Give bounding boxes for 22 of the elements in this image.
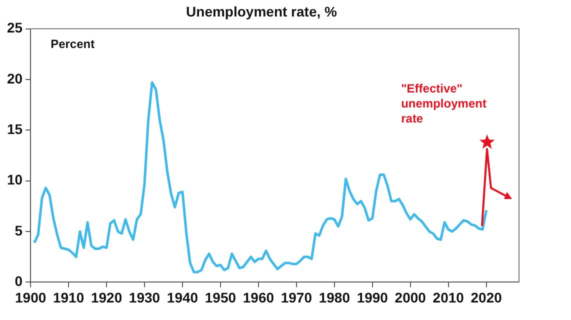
y-tick-label: 0 xyxy=(14,273,23,290)
y-tick-label: 10 xyxy=(6,172,23,188)
x-tick-label: 1980 xyxy=(318,289,350,306)
x-tick-label: 1910 xyxy=(52,289,84,306)
x-tick-label: 1990 xyxy=(356,289,388,306)
x-tick-label: 2020 xyxy=(470,289,502,306)
y-tick-label: 25 xyxy=(6,20,23,36)
x-tick-label: 1930 xyxy=(128,289,160,306)
x-tick-label: 1940 xyxy=(166,289,198,306)
series-label: "Effective" unemployment rate xyxy=(401,81,486,126)
y-tick-label: 15 xyxy=(6,121,23,138)
x-tick-label: 1920 xyxy=(90,289,122,306)
x-tick-label: 1950 xyxy=(204,289,236,306)
y-axis-title: Percent xyxy=(50,37,95,52)
x-tick-label: 2010 xyxy=(432,289,464,306)
x-tick-label: 1900 xyxy=(14,289,46,306)
x-tick-label: 1960 xyxy=(242,289,274,306)
y-tick-label: 5 xyxy=(14,222,23,238)
x-tick-label: 1970 xyxy=(280,289,312,306)
x-tick-label: 2000 xyxy=(394,289,426,306)
y-tick-label: 20 xyxy=(6,70,23,86)
chart-title: Unemployment rate, % xyxy=(186,3,338,20)
